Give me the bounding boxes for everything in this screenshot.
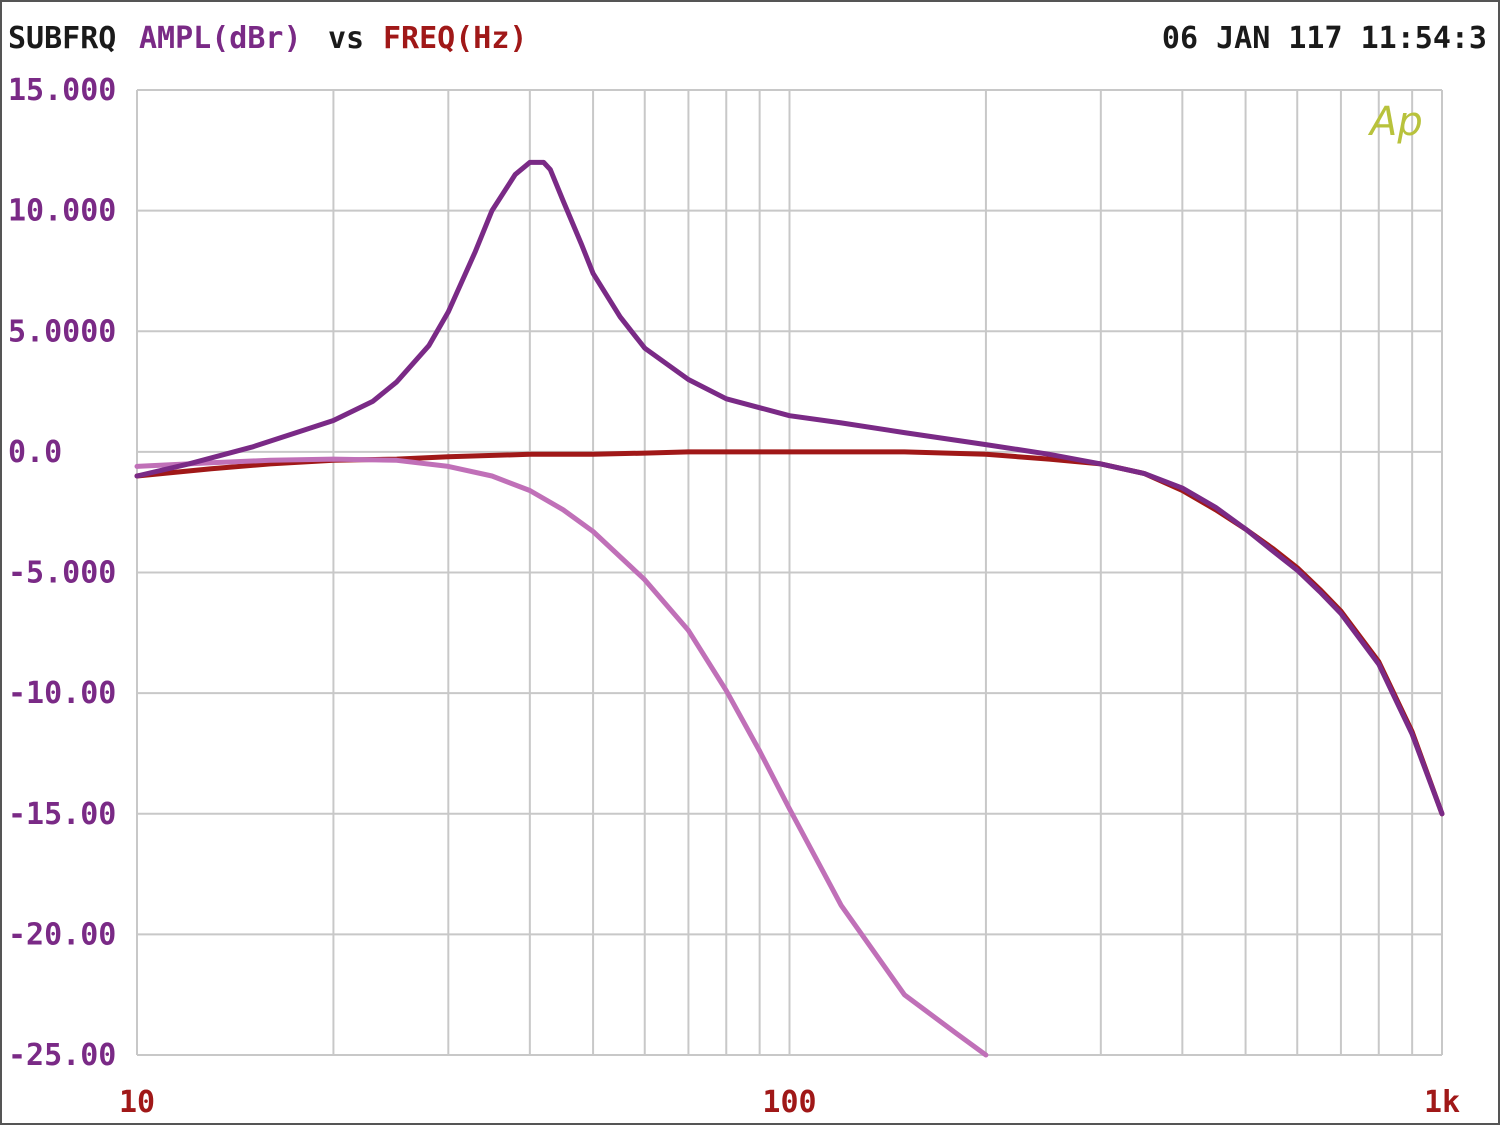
series-line-3 <box>134 159 1445 817</box>
header-x-quantity: FREQ(Hz) <box>383 21 528 56</box>
ap-logo: Ap <box>1367 99 1423 145</box>
y-tick-label: 10.000 <box>8 194 116 229</box>
y-tick-label: -5.000 <box>8 556 116 591</box>
x-tick-label: 10 <box>119 1085 155 1120</box>
data-series <box>134 159 1445 1058</box>
x-tick-label: 100 <box>762 1085 816 1120</box>
y-tick-label: -20.00 <box>8 917 116 952</box>
y-tick-label: -15.00 <box>8 797 116 832</box>
series-line-2 <box>134 456 989 1058</box>
y-tick-label: -25.00 <box>8 1038 116 1073</box>
header-title: SUBFRQ <box>8 21 116 56</box>
x-tick-label: 1k <box>1424 1085 1460 1120</box>
y-tick-label: 5.0000 <box>8 314 116 349</box>
y-tick-label: -10.00 <box>8 676 116 711</box>
header-y-quantity: AMPL(dBr) <box>139 21 302 56</box>
x-tick-labels: 10 100 1k <box>119 1085 1460 1120</box>
header-vs: vs <box>328 21 364 56</box>
header-timestamp: 06 JAN 117 11:54:3 <box>1162 21 1487 56</box>
grid-lines <box>136 89 1443 1056</box>
y-tick-label: 15.000 <box>8 73 116 108</box>
y-tick-label: 0.0 <box>8 435 62 470</box>
y-tick-labels: 15.000 10.000 5.0000 0.0 -5.000 -10.00 -15.00 -… <box>8 73 116 1073</box>
